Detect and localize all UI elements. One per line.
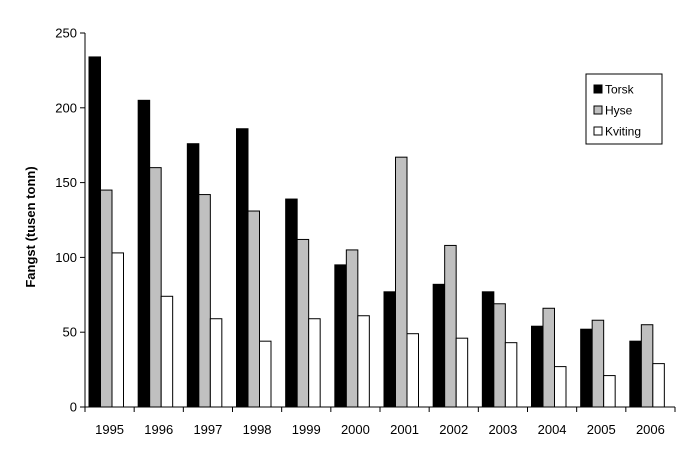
bar-torsk-2003: [481, 291, 495, 408]
y-tick-label: 250: [55, 26, 77, 41]
bar-kviting-2003: [504, 342, 518, 408]
bar-hyse-1999: [296, 238, 310, 408]
bar-torsk-2004: [531, 325, 544, 408]
bar-kviting-1998: [259, 340, 272, 408]
bar-kviting-2002: [455, 337, 469, 408]
bar-kviting-1996: [160, 295, 174, 408]
bar-torsk-1996: [137, 99, 151, 408]
x-tick-label: 2005: [587, 422, 616, 437]
bar-torsk-2002: [432, 283, 446, 408]
bar-kviting-2000: [357, 315, 370, 408]
bar-hyse-2001: [395, 156, 408, 408]
y-tick-label: 100: [55, 250, 77, 265]
x-tick-label: 2006: [636, 422, 665, 437]
legend-swatch-kviting: [593, 126, 603, 136]
bar-torsk-1999: [285, 198, 298, 408]
bar-kviting-1999: [308, 318, 321, 408]
x-tick-label: 1999: [292, 422, 321, 437]
bar-hyse-2004: [542, 307, 555, 408]
bar-hyse-1996: [149, 167, 162, 408]
x-tick-label: 1996: [144, 422, 173, 437]
x-tick-label: 2004: [538, 422, 567, 437]
bar-torsk-1995: [88, 56, 101, 408]
bar-hyse-2000: [345, 249, 359, 408]
bar-hyse-2006: [640, 324, 654, 408]
legend-swatch-hyse: [593, 105, 603, 115]
bar-hyse-1995: [100, 189, 113, 408]
bar-kviting-2001: [406, 333, 419, 408]
bar-torsk-1997: [186, 143, 200, 408]
bar-kviting-1997: [209, 318, 223, 408]
y-tick-label: 50: [63, 325, 77, 340]
legend-swatch-torsk: [593, 84, 603, 94]
bar-torsk-2001: [383, 291, 396, 408]
x-tick-label: 2000: [341, 422, 370, 437]
bar-hyse-2003: [493, 303, 506, 408]
x-tick-label: 2002: [439, 422, 468, 437]
x-tick-label: 2003: [488, 422, 517, 437]
bar-hyse-2005: [591, 319, 605, 408]
x-tick-label: 1995: [95, 422, 124, 437]
bars-group: [88, 56, 665, 408]
bar-hyse-1997: [198, 194, 211, 408]
x-tick-label: 1997: [193, 422, 222, 437]
bar-torsk-2006: [629, 340, 642, 408]
legend-label-kviting: Kviting: [605, 125, 641, 139]
y-tick-label: 150: [55, 175, 77, 190]
bar-kviting-2004: [554, 366, 567, 408]
bar-kviting-1995: [111, 252, 124, 408]
x-tick-label: 2001: [390, 422, 419, 437]
bar-kviting-2006: [652, 363, 665, 408]
y-axis-title: Fangst (tusen tonn): [23, 166, 38, 287]
x-ticks-group: 1995 1996 1997 1998 1999 2000 2001 2002 2003 2004…: [84, 407, 676, 437]
bar-hyse-2002: [444, 244, 457, 408]
y-ticks-group: 0 50 100 150 200 250: [55, 26, 85, 415]
legend-label-torsk: Torsk: [605, 83, 635, 97]
bar-torsk-1998: [236, 128, 249, 408]
y-tick-label: 0: [70, 400, 77, 415]
legend-label-hyse: Hyse: [605, 104, 633, 118]
y-tick-label: 200: [55, 100, 77, 115]
bar-torsk-2005: [580, 328, 593, 408]
bar-torsk-2000: [334, 264, 347, 408]
bar-hyse-1998: [247, 210, 260, 408]
bar-kviting-2005: [603, 375, 616, 408]
x-tick-label: 1998: [243, 422, 272, 437]
legend: Torsk Hyse Kviting: [585, 73, 663, 145]
